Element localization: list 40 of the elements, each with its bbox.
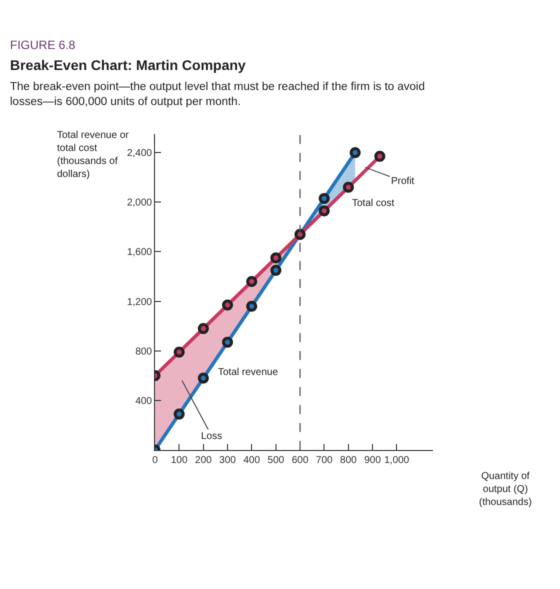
y-tick-label: 1,600 bbox=[126, 247, 152, 258]
point bbox=[318, 192, 330, 204]
x-tick-label: 1,000 bbox=[384, 455, 410, 466]
point bbox=[222, 300, 234, 311]
point bbox=[198, 323, 209, 334]
point bbox=[222, 336, 234, 348]
x-tick-label: 600 bbox=[292, 455, 309, 466]
annotation: Total revenue bbox=[218, 367, 278, 378]
chart-title: Break-Even Chart: Martin Company bbox=[10, 57, 246, 73]
y-tick-label: 1,200 bbox=[126, 296, 152, 308]
point bbox=[246, 300, 258, 312]
y-tick-label: 800 bbox=[135, 346, 152, 358]
x-tick-label: 300 bbox=[219, 455, 236, 466]
x-tick-label: 900 bbox=[364, 455, 382, 466]
point bbox=[270, 264, 282, 276]
annotation: Profit bbox=[391, 176, 415, 187]
point bbox=[350, 147, 361, 158]
caption: FIGURE 6.8 bbox=[10, 38, 76, 52]
y-tick-label: 400 bbox=[135, 396, 152, 407]
x-tick-label: 500 bbox=[268, 455, 285, 466]
point bbox=[174, 346, 185, 358]
x-tick-label: 100 bbox=[170, 455, 188, 466]
y-tick-label: 2,400 bbox=[126, 148, 152, 160]
x-tick-label: 200 bbox=[195, 455, 212, 466]
point bbox=[246, 276, 258, 287]
point bbox=[318, 205, 330, 216]
x-tick-label: 400 bbox=[243, 455, 260, 466]
point bbox=[342, 182, 354, 193]
x-axis-title: Quantity of output (Q) (thousands) bbox=[479, 471, 532, 508]
point bbox=[374, 150, 386, 162]
annotation: Loss bbox=[201, 431, 222, 442]
point bbox=[198, 372, 209, 384]
x-tick-label: 800 bbox=[340, 455, 358, 466]
point bbox=[174, 408, 185, 420]
y-tick-label: 2,000 bbox=[126, 198, 152, 209]
annotation: Total cost bbox=[352, 198, 394, 209]
x-tick-label: 0 bbox=[152, 455, 158, 466]
point bbox=[270, 252, 282, 264]
x-tick-label: 700 bbox=[316, 455, 333, 466]
chart-subtitle: The break-even point—the output level that must be reached if the firm is to avoid losses—is 600,000 units of output per month. bbox=[10, 81, 425, 108]
